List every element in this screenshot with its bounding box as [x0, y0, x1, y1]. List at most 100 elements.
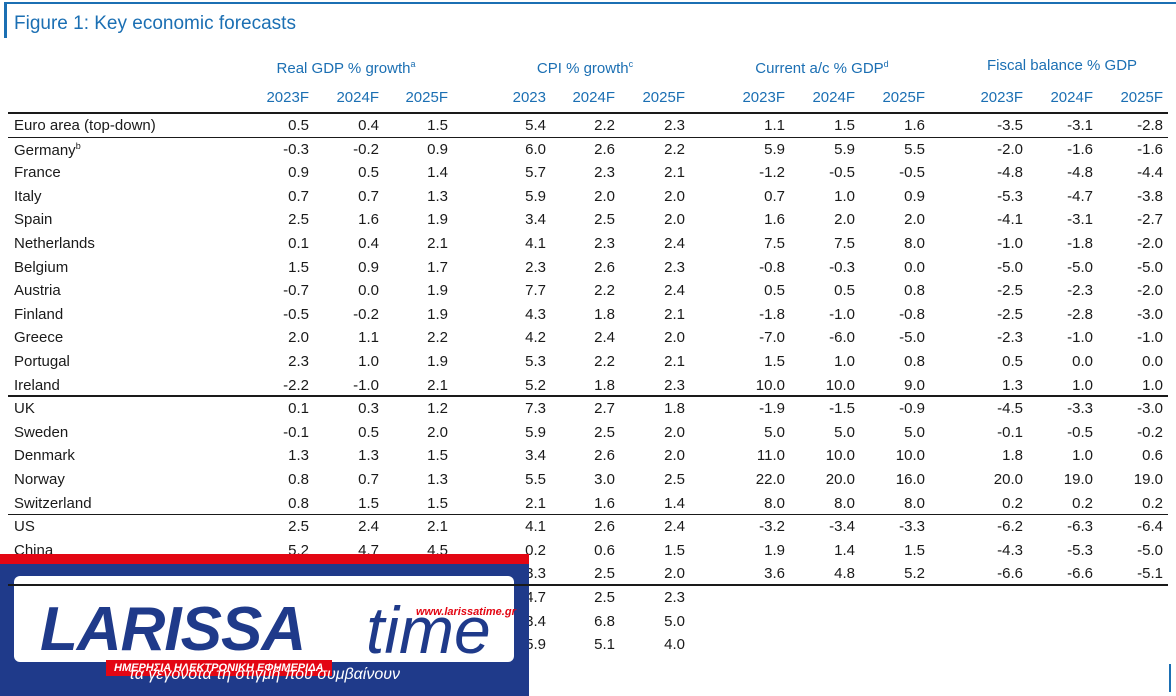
table-cell: -1.0	[829, 305, 855, 323]
table-cell: 1.4	[834, 541, 855, 559]
table-cell: -2.3	[997, 329, 1023, 347]
table-cell: 5.3	[525, 353, 546, 370]
footnote-marker: b	[75, 140, 81, 151]
table-cell: 5.9	[834, 140, 855, 158]
table-cell: 3.6	[764, 565, 785, 583]
table-cell: -0.5	[829, 164, 855, 182]
table-cell: 5.0	[904, 423, 925, 441]
row-label: Netherlands	[14, 235, 95, 252]
logo-panel: LARISSA time www.larissatime.gr ΗΜΕΡΗΣΙΑ…	[14, 576, 516, 676]
country-name: Italy	[14, 187, 42, 205]
logo-subtitle: ΗΜΕΡΗΣΙΑ ΗΛΕΚΤΡΟΝΙΚΗ ΕΦΗΜΕΡΙΔΑ	[106, 660, 332, 676]
table-cell: 3.0	[594, 471, 615, 488]
table-cell: 1.8	[664, 400, 685, 418]
table-cell: 0.1	[288, 400, 309, 418]
right-accent-bar	[1169, 664, 1171, 692]
table-cell: 3.3	[525, 565, 546, 583]
table-cell: 2.2	[594, 353, 615, 370]
row-label: Ireland	[14, 377, 60, 394]
table-row: France 0.9 0.5 1.4 5.7 2.3 2.1 -1.2 -0.5 -0.5 -4.8…	[0, 161, 1176, 184]
logo-tagline: τα γεγονότα τη στιγμή που συμβαίνουν	[128, 666, 401, 683]
table-cell: 6.0	[525, 140, 546, 158]
table-cell: 2.1	[427, 518, 448, 536]
table-cell: 2.1	[427, 376, 448, 394]
table-cell: 8.0	[834, 494, 855, 512]
year-header: 2024F	[336, 89, 379, 106]
table-cell: 1.9	[764, 541, 785, 559]
table-cell: -2.7	[1137, 211, 1163, 229]
table-row: Italy 0.7 0.7 1.3 5.9 2.0 2.0 0.7 1.0 0.9 -5.3 -4.7…	[0, 185, 1176, 208]
table-cell: 1.9	[427, 211, 448, 229]
year-header: 2024F	[1050, 89, 1093, 106]
table-cell: 2.3	[664, 376, 685, 394]
table-cell: 1.6	[358, 211, 379, 229]
table-cell: -4.8	[1067, 164, 1093, 182]
table-cell: -3.3	[899, 518, 925, 536]
table-cell: 1.4	[427, 164, 448, 182]
table-cell: 1.6	[594, 494, 615, 512]
table-cell: -5.0	[1137, 258, 1163, 276]
year-header: 2025F	[642, 89, 685, 106]
table-cell: 2.6	[594, 258, 615, 276]
table-cell: 0.8	[288, 471, 309, 488]
table-cell: -4.7	[1067, 187, 1093, 205]
table-cell: 16.0	[895, 471, 925, 488]
group-header-label: Current a/c % GDP	[755, 60, 884, 77]
country-name: Portugal	[14, 353, 70, 370]
table-cell: 0.9	[427, 140, 448, 158]
table-cell: -5.1	[1137, 565, 1163, 583]
table-cell: 5.0	[834, 423, 855, 441]
table-cell: 4.8	[834, 565, 855, 583]
group-header-3: Fiscal balance % GDP	[952, 57, 1172, 74]
table-cell: -6.4	[1137, 518, 1163, 536]
table-cell: -2.0	[997, 140, 1023, 158]
table-cell: 2.2	[594, 117, 615, 134]
table-cell: 5.0	[664, 612, 685, 630]
table-cell: 0.9	[358, 258, 379, 276]
table-cell: 0.8	[904, 282, 925, 300]
table-cell: 10.0	[895, 447, 925, 465]
row-label: Denmark	[14, 447, 75, 464]
table-cell: 2.3	[664, 258, 685, 276]
table-cell: 5.7	[525, 164, 546, 182]
table-cell: 2.0	[664, 565, 685, 583]
group-header-2: Current a/c % GDPd	[712, 59, 932, 77]
table-cell: 0.8	[288, 494, 309, 512]
table-cell: 0.1	[288, 235, 309, 252]
table-row: Switzerland 0.8 1.5 1.5 2.1 1.6 1.4 8.0 8.0 8.0 0.…	[0, 492, 1176, 515]
country-name: Finland	[14, 305, 64, 323]
table-cell: -0.5	[1067, 423, 1093, 441]
table-cell: 1.5	[664, 541, 685, 559]
table-cell: 2.0	[834, 211, 855, 229]
table-cell: -1.9	[759, 400, 785, 418]
table-cell: -3.2	[759, 518, 785, 536]
table-cell: 0.7	[764, 187, 785, 205]
table-row: Norway 0.8 0.7 1.3 5.5 3.0 2.5 22.0 20.0 16.0 20.0…	[0, 468, 1176, 491]
group-header-1: CPI % growthc	[475, 59, 695, 77]
table-cell: 7.5	[764, 235, 785, 252]
row-label: UK	[14, 400, 35, 417]
table-cell: 1.3	[427, 471, 448, 488]
table-cell: 19.0	[1133, 471, 1163, 488]
table-cell: -2.3	[1067, 282, 1093, 300]
table-cell: -0.3	[283, 140, 309, 158]
table-cell: 1.6	[904, 117, 925, 134]
table-cell: 2.4	[664, 518, 685, 536]
table-cell: 1.8	[1002, 447, 1023, 465]
table-cell: 2.6	[594, 518, 615, 536]
table-cell: 1.3	[358, 447, 379, 465]
table-cell: 0.2	[1002, 494, 1023, 512]
table-cell: 0.2	[1072, 494, 1093, 512]
table-cell: 3.4	[525, 612, 546, 630]
table-cell: 11.0	[756, 447, 785, 465]
table-cell: -0.1	[997, 423, 1023, 441]
table-cell: -0.7	[283, 282, 309, 300]
table-row: Portugal 2.3 1.0 1.9 5.3 2.2 2.1 1.5 1.0 0.8 0.5 0.…	[0, 350, 1176, 373]
country-name: Ireland	[14, 376, 60, 394]
table-row: 3.4 6.8 5.0	[0, 610, 1176, 633]
table-cell: 0.9	[288, 164, 309, 182]
country-name: Netherlands	[14, 235, 95, 252]
table-cell: -2.5	[997, 305, 1023, 323]
logo-name: LARISSA	[40, 595, 306, 664]
country-name: Denmark	[14, 447, 75, 465]
